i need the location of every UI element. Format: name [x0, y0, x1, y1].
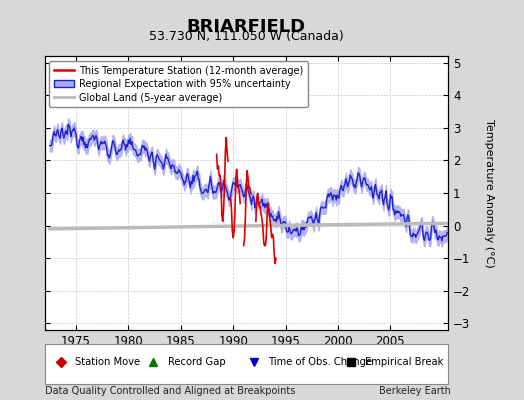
Text: Time of Obs. Change: Time of Obs. Change: [268, 357, 373, 367]
Text: BRIARFIELD: BRIARFIELD: [187, 18, 306, 36]
Y-axis label: Temperature Anomaly (°C): Temperature Anomaly (°C): [484, 119, 494, 267]
Text: Berkeley Earth: Berkeley Earth: [379, 386, 451, 396]
Text: Record Gap: Record Gap: [168, 357, 225, 367]
Legend: This Temperature Station (12-month average), Regional Expectation with 95% uncer: This Temperature Station (12-month avera…: [49, 61, 308, 107]
Text: Empirical Break: Empirical Break: [365, 357, 444, 367]
Text: Data Quality Controlled and Aligned at Breakpoints: Data Quality Controlled and Aligned at B…: [45, 386, 295, 396]
Text: 53.730 N, 111.050 W (Canada): 53.730 N, 111.050 W (Canada): [149, 30, 344, 43]
Text: Station Move: Station Move: [75, 357, 140, 367]
